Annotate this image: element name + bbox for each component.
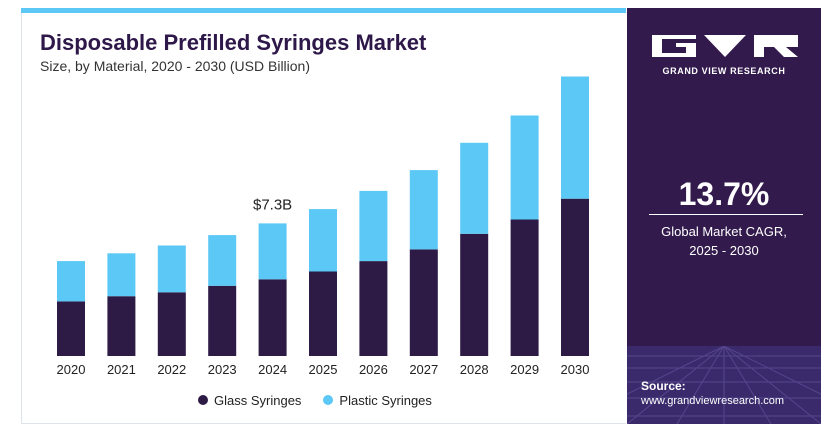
bar-plastic-syringes-2028	[460, 142, 489, 234]
x-tick-label-2024: 2024	[258, 362, 287, 377]
x-tick-label-2023: 2023	[208, 362, 237, 377]
bar-glass-syringes-2024	[258, 279, 287, 356]
decorative-grid	[627, 346, 821, 424]
x-tick-label-2030: 2030	[561, 362, 590, 377]
cagr-label-line1: Global Market CAGR,	[661, 224, 787, 239]
cagr-label: Global Market CAGR, 2025 - 2030	[627, 222, 821, 260]
bar-plastic-syringes-2027	[409, 170, 438, 250]
brand-name: GRAND VIEW RESEARCH	[662, 66, 786, 76]
x-tick-label-2020: 2020	[57, 362, 86, 377]
grand-view-research-logo	[652, 35, 798, 57]
chart-legend: Glass Syringes Plastic Syringes	[198, 392, 432, 408]
x-tick-label-2021: 2021	[107, 362, 136, 377]
chart-subtitle: Size, by Material, 2020 - 2030 (USD Bill…	[40, 58, 311, 74]
bar-plastic-syringes-2021	[107, 253, 136, 297]
bar-glass-syringes-2028	[460, 233, 489, 356]
legend-label-glass: Glass Syringes	[214, 392, 302, 408]
bar-plastic-syringes-2022	[157, 245, 186, 293]
bar-plastic-syringes-2023	[208, 235, 237, 286]
bar-glass-syringes-2020	[57, 301, 85, 356]
x-tick-label-2022: 2022	[157, 362, 186, 377]
legend-swatch-glass	[198, 395, 208, 405]
bar-glass-syringes-2022	[157, 292, 186, 356]
bar-glass-syringes-2023	[208, 285, 237, 356]
stacked-bar-chart: 2020 2021 2022 2023 2024 2025 2026 2027 2028 2029…	[57, 76, 590, 377]
legend-item-plastic: Plastic Syringes	[323, 392, 432, 408]
x-tick-label-2027: 2027	[409, 362, 438, 377]
x-tick-label-2025: 2025	[309, 362, 338, 377]
accent-strip	[21, 8, 626, 13]
source-link[interactable]: www.grandviewresearch.com	[641, 395, 785, 407]
cagr-label-line2: 2025 - 2030	[689, 243, 759, 258]
bar-plastic-syringes-2024	[258, 223, 287, 280]
bar-glass-syringes-2025	[309, 271, 337, 356]
bar-glass-syringes-2026	[359, 261, 388, 356]
chart-title: Disposable Prefilled Syringes Market	[40, 30, 427, 55]
bar-glass-syringes-2029	[510, 219, 539, 356]
value-annotation-2024: $7.3B	[253, 196, 292, 213]
bar-plastic-syringes-2026	[359, 190, 388, 262]
bar-glass-syringes-2030	[561, 198, 589, 356]
cagr-divider	[649, 214, 803, 215]
bar-plastic-syringes-2025	[309, 209, 337, 272]
x-tick-label-2026: 2026	[359, 362, 388, 377]
legend-label-plastic: Plastic Syringes	[339, 392, 432, 408]
legend-item-glass: Glass Syringes	[198, 393, 301, 408]
bar-glass-syringes-2027	[409, 249, 438, 356]
x-tick-label-2029: 2029	[510, 362, 539, 377]
bar-plastic-syringes-2020	[57, 261, 85, 302]
x-tick-label-2028: 2028	[460, 362, 489, 377]
bar-plastic-syringes-2030	[561, 76, 589, 199]
cagr-value: 13.7%	[678, 176, 770, 212]
bar-glass-syringes-2021	[107, 296, 136, 356]
legend-swatch-plastic	[323, 395, 334, 405]
bar-plastic-syringes-2029	[510, 115, 539, 220]
source-label: Source:	[641, 379, 686, 393]
side-panel: GRAND VIEW RESEARCH 13.7% Global Market …	[627, 8, 821, 424]
